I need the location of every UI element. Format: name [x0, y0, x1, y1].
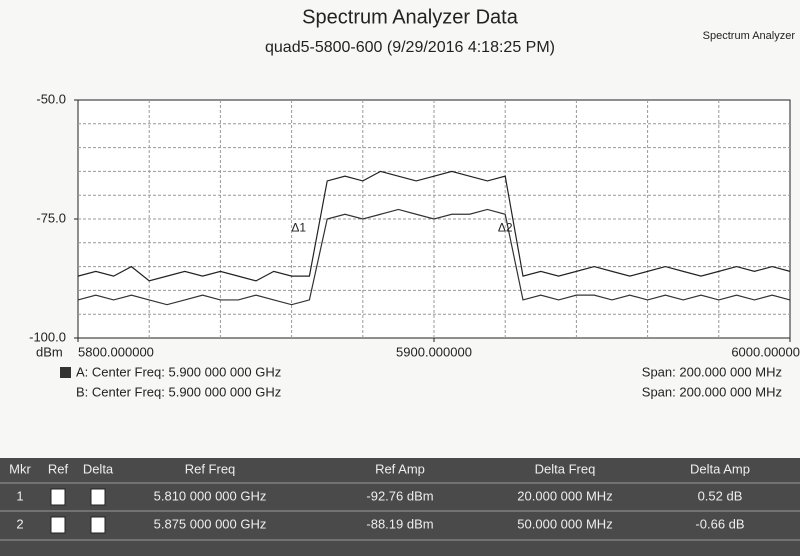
y-tick-label: -100.0 — [29, 329, 66, 344]
x-tick-label: 5900.000000 — [396, 344, 472, 359]
checkbox[interactable] — [50, 488, 66, 506]
x-tick-label: 5800.000000 — [78, 344, 154, 359]
table-header: Delta Amp — [690, 461, 750, 476]
span-b: Span: 200.000 000 MHz — [642, 384, 782, 399]
table-cell: 0.52 dB — [698, 488, 743, 503]
table-cell: 20.000 000 MHz — [517, 488, 612, 503]
app-name: Spectrum Analyzer — [703, 30, 796, 42]
checkbox[interactable] — [90, 488, 106, 506]
y-tick-label: -50.0 — [36, 91, 66, 106]
table-cell: -0.66 dB — [695, 516, 744, 531]
table-cell: 5.810 000 000 GHz — [154, 488, 267, 503]
marker-label: Δ1 — [291, 221, 306, 235]
y-unit: dBm — [36, 344, 63, 359]
legend-b: B: Center Freq: 5.900 000 000 GHz — [76, 384, 281, 399]
x-tick-label: 6000.00000 — [731, 344, 800, 359]
table-cell: 1 — [16, 488, 23, 503]
table-header: Mkr — [9, 461, 31, 476]
title: Spectrum Analyzer Data — [302, 6, 519, 28]
table-cell: 5.875 000 000 GHz — [154, 516, 267, 531]
checkbox[interactable] — [90, 516, 106, 534]
table-header: Ref Freq — [185, 461, 236, 476]
table-header: Ref Amp — [375, 461, 425, 476]
trace — [77, 170, 791, 282]
subtitle: quad5-5800-600 (9/29/2016 4:18:25 PM) — [265, 39, 555, 56]
legend-swatch — [60, 367, 71, 378]
marker-label: Δ2 — [498, 221, 513, 235]
table-header: Ref — [48, 461, 69, 476]
legend-a: A: Center Freq: 5.900 000 000 GHz — [76, 364, 281, 379]
table-cell: 50.000 000 MHz — [517, 516, 612, 531]
y-tick-label: -75.0 — [36, 210, 66, 225]
table-cell: 2 — [16, 516, 23, 531]
table-header: Delta Freq — [535, 461, 596, 476]
span-a: Span: 200.000 000 MHz — [642, 364, 782, 379]
trace — [77, 208, 791, 306]
checkbox[interactable] — [50, 516, 66, 534]
table-cell: -92.76 dBm — [366, 488, 433, 503]
table-cell: -88.19 dBm — [366, 516, 433, 531]
table-header: Delta — [83, 461, 114, 476]
